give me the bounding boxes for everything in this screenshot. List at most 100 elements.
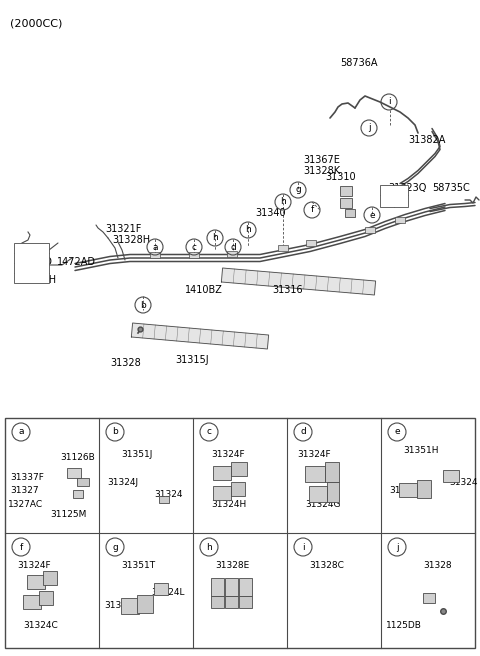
Text: b: b xyxy=(112,428,118,436)
Text: 31324H: 31324H xyxy=(211,500,246,509)
Text: h: h xyxy=(280,197,286,207)
FancyBboxPatch shape xyxy=(213,466,231,480)
Text: h: h xyxy=(245,226,251,234)
Text: 31324K: 31324K xyxy=(389,486,423,495)
Text: f: f xyxy=(19,543,23,552)
Text: 31351H: 31351H xyxy=(403,446,439,455)
FancyBboxPatch shape xyxy=(325,462,339,482)
Text: 31327: 31327 xyxy=(10,486,38,495)
FancyBboxPatch shape xyxy=(23,595,41,609)
Text: 31125M: 31125M xyxy=(50,510,86,519)
FancyBboxPatch shape xyxy=(14,243,49,283)
FancyBboxPatch shape xyxy=(423,593,435,603)
Text: 31315J: 31315J xyxy=(175,355,209,365)
Text: 31126B: 31126B xyxy=(60,453,95,462)
Text: h: h xyxy=(212,234,218,243)
FancyBboxPatch shape xyxy=(154,583,168,595)
Text: c: c xyxy=(206,428,212,436)
FancyBboxPatch shape xyxy=(305,466,325,482)
Text: 31340: 31340 xyxy=(255,208,286,218)
Text: i: i xyxy=(302,543,304,552)
Text: 31328H: 31328H xyxy=(112,235,150,245)
Text: 1410BZ: 1410BZ xyxy=(185,285,223,295)
Text: 58736A: 58736A xyxy=(340,58,377,68)
FancyBboxPatch shape xyxy=(211,578,224,596)
FancyBboxPatch shape xyxy=(239,578,252,596)
Text: 1125DB: 1125DB xyxy=(386,621,422,630)
FancyBboxPatch shape xyxy=(189,252,199,258)
Text: 31328: 31328 xyxy=(110,358,141,368)
Text: 31367E: 31367E xyxy=(303,155,340,165)
Text: 31324: 31324 xyxy=(154,490,182,499)
FancyBboxPatch shape xyxy=(340,186,352,196)
FancyBboxPatch shape xyxy=(225,596,238,608)
FancyBboxPatch shape xyxy=(121,598,139,614)
FancyBboxPatch shape xyxy=(77,478,89,486)
Text: 31324L: 31324L xyxy=(151,588,184,597)
Text: 31351T: 31351T xyxy=(121,561,155,570)
Text: j: j xyxy=(368,123,370,133)
Text: a: a xyxy=(152,243,158,251)
Text: 31324F: 31324F xyxy=(17,561,50,570)
Text: g: g xyxy=(112,543,118,552)
Text: 31328C: 31328C xyxy=(309,561,344,570)
FancyBboxPatch shape xyxy=(39,591,53,605)
FancyBboxPatch shape xyxy=(327,482,339,502)
FancyBboxPatch shape xyxy=(5,418,475,648)
FancyBboxPatch shape xyxy=(231,482,245,496)
FancyBboxPatch shape xyxy=(395,217,405,223)
FancyBboxPatch shape xyxy=(340,198,352,208)
Text: 31328E: 31328E xyxy=(215,561,249,570)
Text: e: e xyxy=(369,211,375,220)
Polygon shape xyxy=(132,323,269,349)
Text: 31351J: 31351J xyxy=(121,450,152,459)
FancyBboxPatch shape xyxy=(211,596,224,608)
Text: 31324C: 31324C xyxy=(23,621,58,630)
FancyBboxPatch shape xyxy=(399,483,417,497)
Text: b: b xyxy=(140,300,146,310)
Text: 31328: 31328 xyxy=(423,561,452,570)
FancyBboxPatch shape xyxy=(73,490,83,498)
FancyBboxPatch shape xyxy=(345,209,355,217)
Text: 31323Q: 31323Q xyxy=(388,183,426,193)
Text: g: g xyxy=(295,186,301,194)
Text: 1472AD: 1472AD xyxy=(14,257,53,267)
Text: 31310: 31310 xyxy=(325,172,356,182)
Text: i: i xyxy=(388,98,390,106)
Text: 31324F: 31324F xyxy=(211,450,245,459)
Text: d: d xyxy=(300,428,306,436)
Text: (2000CC): (2000CC) xyxy=(10,18,62,28)
Text: 31324: 31324 xyxy=(449,478,478,487)
Text: 31321F: 31321F xyxy=(105,224,142,234)
Text: 31324F: 31324F xyxy=(297,450,331,459)
FancyBboxPatch shape xyxy=(213,486,231,500)
Polygon shape xyxy=(221,268,375,295)
FancyBboxPatch shape xyxy=(443,470,459,482)
Text: 31316: 31316 xyxy=(272,285,302,295)
Text: e: e xyxy=(394,428,400,436)
Text: 31353H: 31353H xyxy=(18,275,56,285)
FancyBboxPatch shape xyxy=(150,252,160,258)
FancyBboxPatch shape xyxy=(380,185,408,207)
Text: 31337F: 31337F xyxy=(10,473,44,482)
Text: 1472AD: 1472AD xyxy=(57,257,96,267)
Text: 1327AC: 1327AC xyxy=(8,500,43,509)
Text: a: a xyxy=(18,428,24,436)
FancyBboxPatch shape xyxy=(365,227,375,233)
Text: h: h xyxy=(206,543,212,552)
FancyBboxPatch shape xyxy=(225,578,238,596)
FancyBboxPatch shape xyxy=(306,240,316,246)
FancyBboxPatch shape xyxy=(278,245,288,251)
Text: f: f xyxy=(311,205,313,215)
Text: 31324G: 31324G xyxy=(305,500,340,509)
Text: 58735C: 58735C xyxy=(432,183,470,193)
Text: 31328K: 31328K xyxy=(303,166,340,176)
Text: 31382A: 31382A xyxy=(408,135,445,145)
FancyBboxPatch shape xyxy=(159,496,169,503)
Text: d: d xyxy=(230,243,236,251)
FancyBboxPatch shape xyxy=(239,596,252,608)
Text: c: c xyxy=(192,243,196,251)
FancyBboxPatch shape xyxy=(137,595,153,613)
FancyBboxPatch shape xyxy=(67,468,81,478)
FancyBboxPatch shape xyxy=(417,480,431,498)
